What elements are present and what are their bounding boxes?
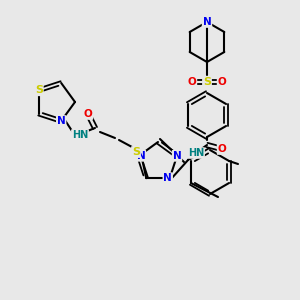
Text: N: N <box>136 151 146 161</box>
Text: S: S <box>132 147 140 157</box>
Text: N: N <box>164 173 172 183</box>
Text: O: O <box>84 109 92 119</box>
Text: O: O <box>188 77 196 87</box>
Text: N: N <box>202 17 211 27</box>
Text: HN: HN <box>72 130 88 140</box>
Text: O: O <box>218 77 226 87</box>
Text: S: S <box>203 77 211 87</box>
Text: S: S <box>35 85 43 95</box>
Text: N: N <box>57 116 66 126</box>
Text: O: O <box>218 144 226 154</box>
Text: HN: HN <box>188 148 204 158</box>
Text: N: N <box>172 151 182 161</box>
